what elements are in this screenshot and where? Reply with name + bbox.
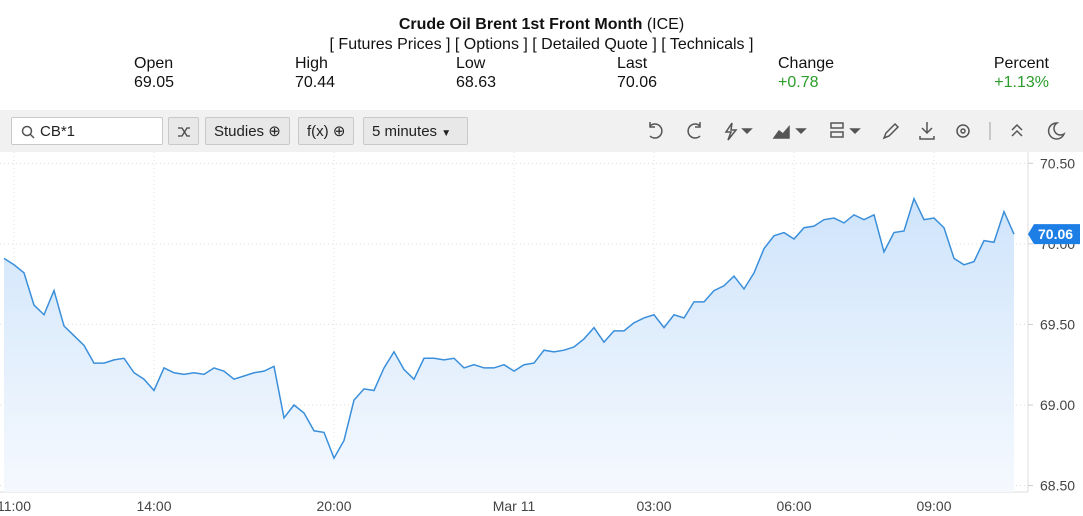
theme-icon[interactable]: [1047, 122, 1066, 140]
stat-label: Low: [456, 55, 486, 72]
price-line: [3, 196, 1015, 460]
download-icon[interactable]: [919, 122, 935, 140]
fx: f(x): [307, 123, 329, 140]
quote-stat: Open 69.05: [134, 54, 174, 92]
link[interactable]: [ Detailed Quote ]: [532, 36, 657, 53]
stat-value: 68.63: [456, 74, 497, 91]
undo-icon[interactable]: [649, 122, 663, 139]
interval: 5 minutes: [372, 123, 438, 140]
quote-stat: Percent +1.13%: [994, 54, 1049, 92]
collapse-icon[interactable]: [1011, 123, 1023, 137]
studies: Studies: [214, 123, 265, 140]
stat-label: High: [295, 55, 328, 72]
redo-icon[interactable]: [687, 122, 701, 139]
toolbar: CB*1 Studies ⊕ f(x) ⊕ 5 minutes ▼: [0, 110, 1083, 152]
stat-value: 70.44: [295, 74, 336, 91]
chart-type-icon[interactable]: [772, 124, 790, 139]
x-tick-label: 06:00: [776, 498, 811, 514]
stat-label: Change: [778, 55, 835, 72]
quote-stat: Low 68.63: [456, 54, 496, 92]
symbol-input[interactable]: CB*1: [11, 117, 163, 145]
y-tick-label: 69.00: [1040, 397, 1075, 413]
last-price-box: [1028, 224, 1080, 245]
x-tick-label: 11:00: [0, 498, 31, 514]
quote-stat: Last 70.06: [617, 54, 657, 92]
y-tick-label: 68.50: [1040, 478, 1075, 494]
stat-label: Last: [617, 55, 648, 72]
x-tick-label: 14:00: [136, 498, 171, 514]
stat-value: 70.06: [617, 74, 658, 91]
title: Crude Oil Brent 1st Front Month: [398, 16, 643, 33]
y-tick-label: 70.50: [1040, 155, 1075, 171]
x-tick-label: 09:00: [916, 498, 951, 514]
studies-button[interactable]: Studies ⊕: [205, 117, 290, 145]
link[interactable]: [ Futures Prices ]: [329, 36, 451, 53]
link[interactable]: [ Technicals ]: [661, 36, 754, 53]
toolbar-icons: [649, 122, 1066, 141]
link[interactable]: [ Options ]: [454, 36, 528, 53]
shuffle-icon: [178, 127, 190, 137]
x-tick-label: 20:00: [316, 498, 351, 514]
interval-button[interactable]: 5 minutes ▼: [363, 117, 468, 145]
links: [ Futures Prices ] [ Options ] [ Detaile…: [0, 36, 1083, 54]
stat-value: +0.78: [778, 74, 819, 91]
layout-icon[interactable]: [830, 122, 844, 129]
y-tick-label: 69.50: [1040, 316, 1075, 332]
chart: 68.5069.0069.5070.0070.5011:0014:0020:00…: [0, 152, 1080, 514]
x-tick-label: Mar 11: [493, 498, 536, 514]
settings-icon[interactable]: [956, 124, 970, 138]
header: Crude Oil Brent 1st Front Month (ICE): [0, 16, 1083, 34]
exchange: (ICE): [646, 16, 685, 33]
fx-button[interactable]: f(x) ⊕: [298, 117, 355, 145]
symbol: CB*1: [40, 123, 76, 140]
flash-icon[interactable]: [724, 122, 738, 141]
quote-stat: High 70.44: [295, 54, 335, 92]
stat-label: Open: [134, 55, 174, 72]
compare-button[interactable]: [168, 117, 199, 145]
last-price-label: 70.06: [1038, 226, 1073, 242]
stat-label: Percent: [993, 55, 1049, 72]
x-tick-label: 03:00: [636, 498, 671, 514]
draw-icon[interactable]: [882, 122, 900, 140]
stat-value: 69.05: [134, 74, 175, 91]
area: [4, 198, 1014, 492]
quote-stat: Change +0.78: [778, 54, 834, 92]
stat-value: +1.13%: [994, 74, 1049, 91]
search-icon: [21, 125, 35, 139]
